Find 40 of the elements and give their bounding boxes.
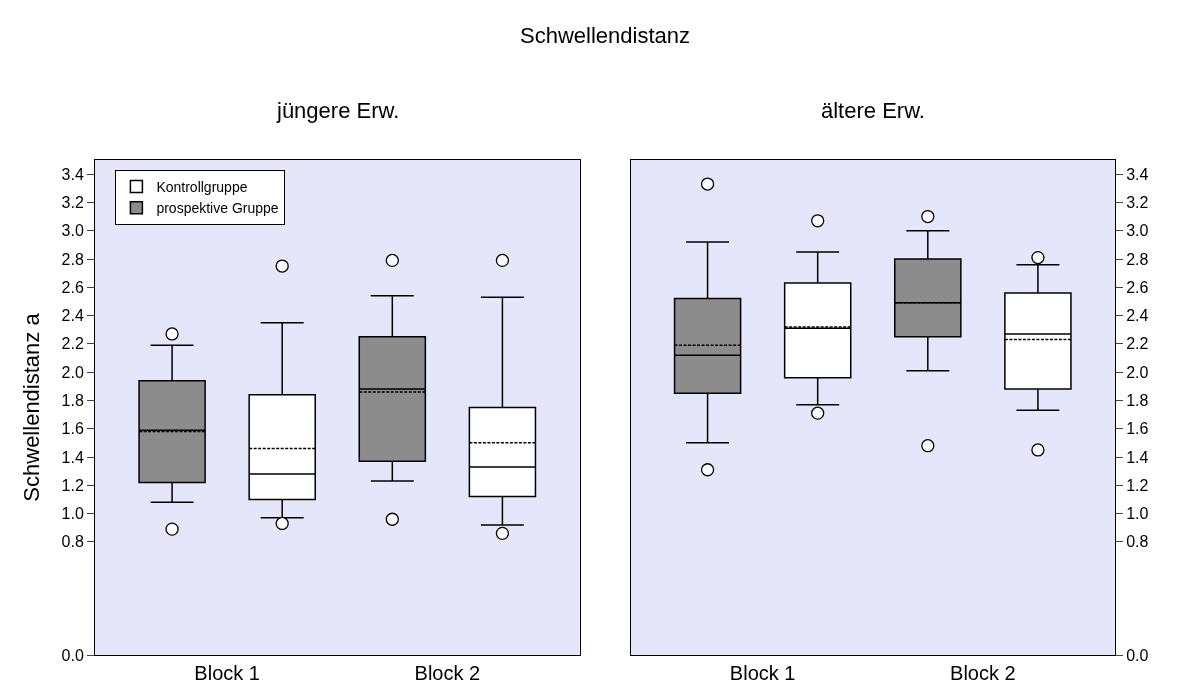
x-tick-label: Block 1 [729, 662, 796, 684]
y-tick-label: 2.6 [61, 278, 84, 296]
y-tick-label: 3.2 [61, 194, 84, 212]
y-tick-label: 2.0 [61, 363, 84, 381]
y-tick-label: 1.2 [1126, 476, 1149, 494]
y-tick-label: 3.4 [61, 165, 84, 183]
y-tick-label: 1.4 [61, 448, 84, 466]
y-tick-label: 2.2 [61, 335, 84, 353]
x-tick-label: Block 2 [414, 662, 481, 684]
y-axis-title: Schwellendistanz a [19, 312, 45, 502]
y-tick-label: 1.0 [1126, 505, 1149, 523]
y-tick-label: 1.0 [61, 505, 84, 523]
y-tick-label: 3.0 [61, 222, 84, 240]
y-tick-label: 2.4 [1126, 307, 1149, 325]
y-tick-label: 0.8 [61, 533, 84, 551]
y-tick-label: 1.6 [61, 420, 84, 438]
y-tick-label: 1.2 [61, 476, 84, 494]
legend-label: prospektive Gruppe [156, 200, 279, 217]
y-tick-label: 2.8 [61, 250, 84, 268]
x-tick-label: Block 2 [950, 662, 1016, 684]
text: Schwellendistanz [520, 23, 690, 48]
legend-label: Kontrollgruppe [156, 178, 248, 195]
chart-title: jüngere Erw. [276, 98, 400, 123]
y-tick-label: 2.0 [1126, 363, 1149, 381]
y-tick-label: 0.8 [1126, 533, 1149, 551]
y-tick-label: 3.0 [1126, 222, 1149, 240]
y-tick-label: 2.2 [1126, 335, 1149, 353]
y-tick-label: 3.4 [1126, 165, 1149, 183]
y-tick-label: 0.0 [61, 646, 84, 664]
x-tick-label: Block 1 [194, 662, 260, 684]
y-tick-label: 2.8 [1126, 250, 1149, 268]
y-tick-label: 2.6 [1126, 278, 1149, 296]
chart-title: ältere Erw. [821, 98, 925, 123]
y-tick-label: 2.4 [61, 307, 84, 325]
y-tick-label: 3.2 [1126, 194, 1149, 212]
y-tick-label: 0.0 [1126, 646, 1149, 664]
y-tick-label: 1.8 [61, 392, 84, 410]
y-tick-label: 1.8 [1126, 392, 1149, 410]
y-tick-label: 1.4 [1126, 448, 1149, 466]
y-tick-label: 1.6 [1126, 420, 1149, 438]
